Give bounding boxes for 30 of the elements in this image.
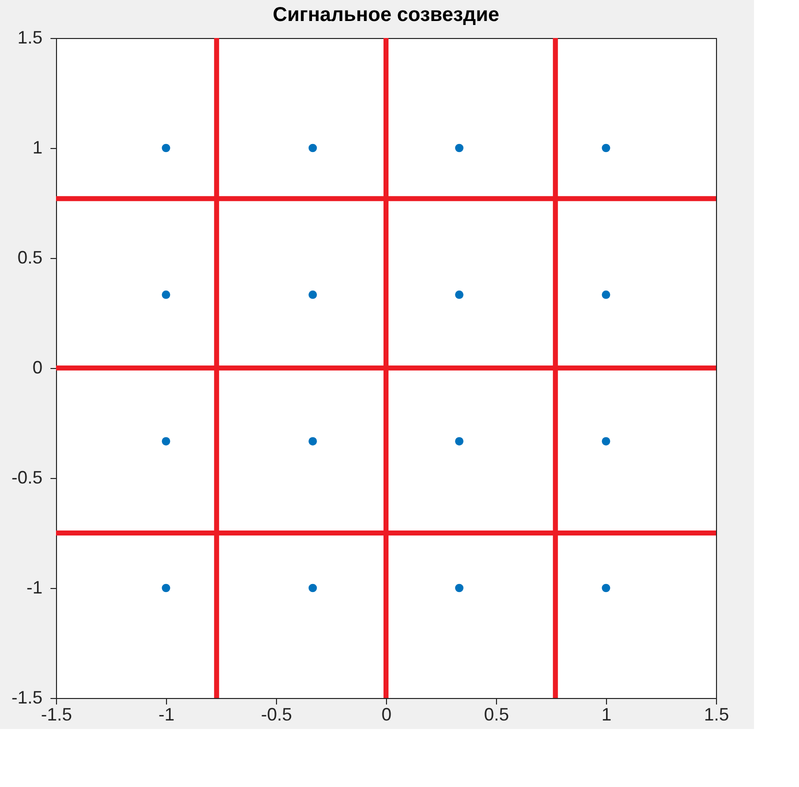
point (602, 144, 610, 152)
y-tick-label: -0.5 (11, 468, 42, 488)
y-tick-label: 1.5 (17, 28, 42, 48)
x-tick-label: 0 (381, 704, 392, 724)
point (602, 437, 610, 446)
x-tick-label: 0.5 (484, 704, 510, 724)
x-tick-label: 1.5 (704, 704, 730, 724)
y-tick-label: 1 (32, 138, 42, 158)
y-tick-label: -1.5 (11, 688, 42, 708)
point (308, 437, 317, 446)
point (455, 290, 464, 299)
point (455, 437, 464, 446)
point (602, 584, 610, 592)
point (162, 144, 170, 152)
point (455, 144, 464, 152)
point (308, 290, 317, 299)
point (162, 584, 170, 592)
x-tick-label: 1 (601, 704, 612, 724)
chart-title: Сигнальное созвездие (272, 4, 500, 26)
y-tick-label: -1 (26, 578, 42, 598)
x-tick-label: -0.5 (260, 704, 292, 724)
point (162, 437, 170, 446)
point (162, 290, 170, 299)
point (308, 584, 317, 592)
point (602, 290, 610, 299)
point (308, 144, 317, 152)
x-tick-label: -1 (158, 704, 175, 724)
y-tick-label: 0.5 (17, 248, 42, 268)
point (455, 584, 464, 592)
y-tick-label: 0 (32, 358, 42, 378)
